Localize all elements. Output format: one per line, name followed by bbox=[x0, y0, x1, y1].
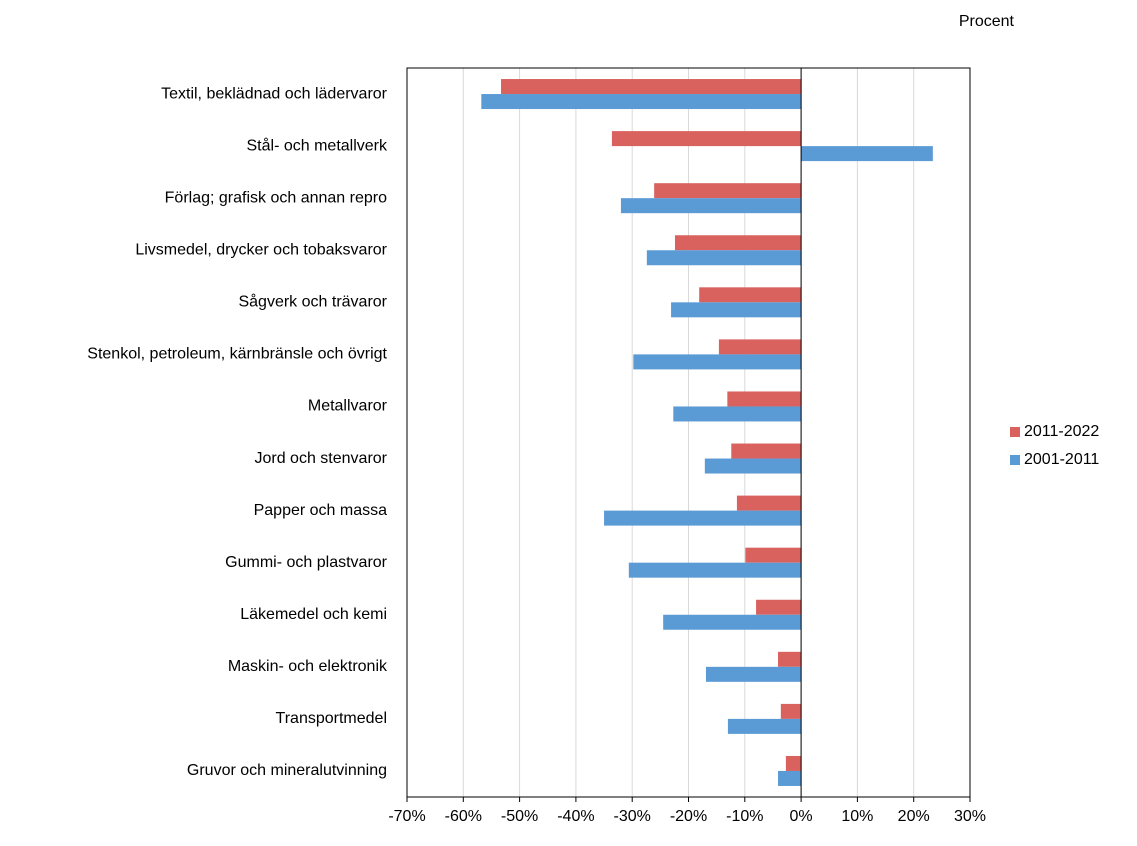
x-tick-label: -40% bbox=[557, 808, 594, 825]
bar bbox=[736, 495, 802, 511]
bar bbox=[611, 131, 802, 147]
unit-label: Procent bbox=[959, 13, 1015, 30]
bar bbox=[718, 339, 802, 355]
bar bbox=[633, 354, 802, 370]
bar bbox=[727, 391, 802, 407]
x-tick-label: 20% bbox=[898, 808, 930, 825]
y-tick-label: Gummi- och plastvaror bbox=[225, 554, 387, 571]
legend-swatch bbox=[1010, 455, 1020, 465]
x-tick-label: -60% bbox=[445, 808, 482, 825]
bar bbox=[778, 651, 802, 667]
y-tick-label: Sågverk och trävaror bbox=[238, 293, 387, 311]
x-tick-label: -50% bbox=[501, 808, 538, 825]
y-tick-label: Transportmedel bbox=[276, 710, 387, 727]
bar bbox=[501, 79, 802, 95]
bar bbox=[620, 198, 802, 214]
x-tick-label: -20% bbox=[670, 808, 707, 825]
legend-swatch bbox=[1010, 427, 1020, 437]
y-tick-label: Papper och massa bbox=[254, 502, 388, 519]
bar bbox=[654, 183, 802, 199]
legend-label: 2011-2022 bbox=[1024, 423, 1099, 440]
bar bbox=[646, 250, 802, 266]
bar bbox=[727, 718, 802, 734]
y-tick-label: Textil, beklädnad och lädervaror bbox=[161, 85, 388, 102]
bar bbox=[674, 235, 802, 251]
bar bbox=[731, 443, 802, 459]
bar bbox=[604, 510, 802, 526]
bar bbox=[785, 755, 802, 771]
x-tick-label: 0% bbox=[790, 808, 813, 825]
x-tick-label: -70% bbox=[388, 808, 425, 825]
bar bbox=[778, 770, 802, 786]
plot-border bbox=[406, 67, 971, 798]
x-tick-label: 10% bbox=[841, 808, 873, 825]
y-tick-label: Jord och stenvaror bbox=[254, 450, 387, 467]
x-tick-label: 30% bbox=[954, 808, 986, 825]
bar bbox=[745, 547, 802, 563]
y-tick-label: Stål- och metallverk bbox=[247, 136, 388, 154]
y-tick-label: Livsmedel, drycker och tobaksvaror bbox=[135, 241, 387, 258]
bar bbox=[673, 406, 802, 422]
y-tick-label: Maskin- och elektronik bbox=[228, 658, 388, 675]
x-tick-label: -10% bbox=[726, 808, 763, 825]
bar bbox=[780, 703, 802, 719]
y-tick-label: Förlag; grafisk och annan repro bbox=[165, 189, 387, 206]
bar bbox=[628, 562, 802, 578]
bar bbox=[699, 287, 802, 303]
legend-label: 2001-2011 bbox=[1024, 451, 1099, 468]
y-tick-label: Stenkol, petroleum, kärnbränsle och övri… bbox=[87, 346, 387, 363]
y-tick-label: Metallvaror bbox=[308, 398, 388, 415]
bar bbox=[705, 666, 802, 682]
bar bbox=[663, 614, 802, 630]
bar bbox=[801, 146, 933, 162]
bar bbox=[481, 94, 802, 110]
y-tick-label: Gruvor och mineralutvinning bbox=[187, 762, 387, 779]
bar bbox=[756, 599, 802, 615]
y-tick-label: Läkemedel och kemi bbox=[240, 606, 387, 623]
bar bbox=[704, 458, 802, 474]
x-tick-label: -30% bbox=[614, 808, 651, 825]
bar bbox=[671, 302, 802, 318]
